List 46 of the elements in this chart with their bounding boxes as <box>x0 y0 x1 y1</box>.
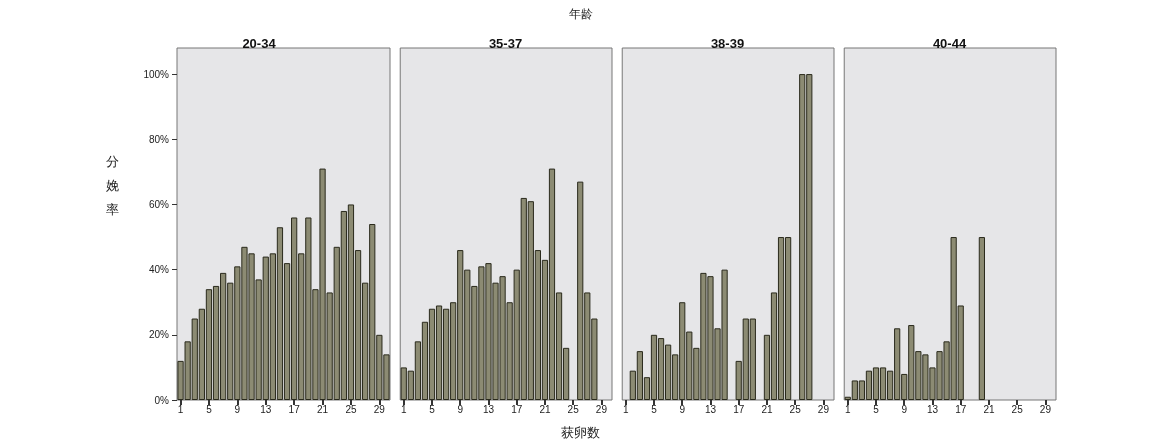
x-tick-label: 13 <box>704 403 717 415</box>
x-tick-label: 29 <box>373 403 386 415</box>
x-tick-label: 9 <box>901 403 908 415</box>
x-tick-label: 13 <box>926 403 939 415</box>
y-tick-label: 60% <box>148 198 170 210</box>
chart-title: 38-39 <box>710 36 745 51</box>
x-tick-label: 21 <box>983 403 995 415</box>
x-tick-label: 17 <box>511 403 523 415</box>
x-tick-label: 5 <box>206 403 213 415</box>
x-axis-title: 获卵数 <box>560 424 601 442</box>
x-tick-label: 29 <box>817 403 830 415</box>
x-tick-label: 29 <box>595 403 608 415</box>
chart-title: 35-37 <box>488 36 523 51</box>
x-tick-label: 17 <box>733 403 745 415</box>
x-tick-label: 1 <box>177 403 184 415</box>
y-axis-title: 分娩率 <box>106 153 120 219</box>
x-tick-label: 5 <box>873 403 880 415</box>
x-tick-label: 5 <box>429 403 436 415</box>
x-tick-label: 1 <box>622 403 629 415</box>
x-tick-label: 21 <box>539 403 551 415</box>
x-tick-label: 25 <box>1011 403 1024 415</box>
x-tick-label: 13 <box>482 403 495 415</box>
x-tick-label: 9 <box>457 403 464 415</box>
x-tick-label: 9 <box>679 403 686 415</box>
x-tick-label: 17 <box>288 403 301 415</box>
x-tick-label: 5 <box>651 403 658 415</box>
x-tick-label: 21 <box>316 403 329 415</box>
x-tick-label: 25 <box>567 403 580 415</box>
chart-title: 20-34 <box>242 36 277 51</box>
y-tick-label: 80% <box>148 133 170 145</box>
x-tick-label: 29 <box>1039 403 1052 415</box>
x-tick-label: 1 <box>400 403 407 415</box>
x-tick-label: 9 <box>234 403 241 415</box>
y-tick-label: 20% <box>148 329 170 341</box>
x-tick-label: 13 <box>260 403 272 415</box>
x-tick-label: 21 <box>761 403 773 415</box>
y-tick-label: 100% <box>143 68 170 80</box>
text: 年龄 <box>567 6 594 23</box>
x-tick-label: 25 <box>789 403 802 415</box>
x-tick-label: 1 <box>844 403 851 415</box>
x-tick-label: 25 <box>345 403 357 415</box>
y-tick-label: 40% <box>148 264 170 276</box>
x-tick-label: 17 <box>955 403 967 415</box>
y-tick-label: 0% <box>154 394 170 406</box>
chart-title: 40-44 <box>932 36 967 51</box>
bar <box>978 237 985 400</box>
